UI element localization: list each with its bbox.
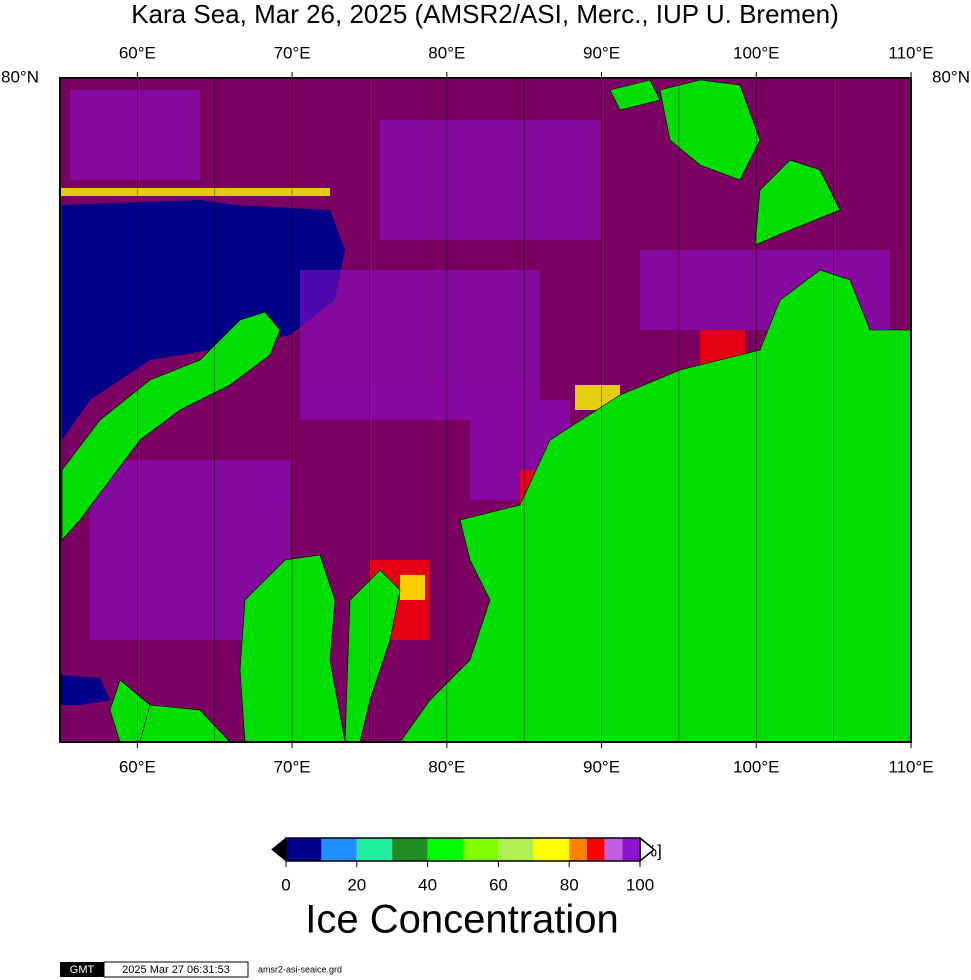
colorbar-segment	[604, 838, 623, 861]
colorbar-segment	[286, 838, 322, 861]
land	[61, 79, 912, 743]
colorbar-tick-label: 20	[347, 875, 366, 894]
colorbar-tick-label: 40	[418, 875, 437, 894]
gmt-logo-box	[60, 962, 104, 977]
colorbar-frame	[285, 837, 641, 862]
colorbar-min	[271, 836, 287, 863]
gmt-logo: GMT	[70, 964, 95, 976]
colorbar-tick-label: 0	[281, 875, 290, 894]
colorbar-segment	[392, 838, 428, 861]
colorbar-segment	[356, 838, 393, 861]
colorbar-title: Ice Concentration	[305, 898, 619, 942]
ice-texture	[70, 90, 890, 640]
map-frame	[59, 77, 912, 743]
ice-edge	[60, 188, 620, 600]
open-water	[62, 200, 345, 440]
lon-label: 110°E	[888, 757, 933, 776]
lon-label: 70°E	[274, 757, 311, 776]
lon-label: 60°E	[119, 757, 156, 776]
lon-label: 100°E	[733, 757, 780, 776]
colorbar-segment	[321, 838, 357, 861]
colorbar-segment	[622, 838, 640, 861]
colorbar-tick-label: 100	[626, 875, 654, 894]
colorbar-segment	[569, 838, 587, 861]
colorbar-segment	[533, 838, 570, 861]
timestamp: 2025 Mar 27 06:31:53	[122, 964, 230, 976]
colorbar-segment	[586, 838, 605, 861]
lon-label: 90°E	[583, 757, 620, 776]
lat-label: 80°N	[932, 67, 970, 86]
lon-label: 80°E	[428, 43, 465, 62]
lon-label: 90°E	[583, 43, 620, 62]
colorbar-segment	[498, 838, 534, 861]
colorbar-segment	[427, 838, 463, 861]
lon-label: 60°E	[119, 43, 156, 62]
lon-label: 80°E	[428, 757, 465, 776]
lat-label: 80°N	[1, 67, 39, 86]
lon-label: 70°E	[274, 43, 311, 62]
timestamp-box	[103, 961, 249, 978]
lon-label: 110°E	[888, 43, 933, 62]
filename: amsr2-asi-seaice.grd	[258, 964, 342, 974]
lon-label: 100°E	[733, 43, 780, 62]
colorbar-segment	[463, 838, 499, 861]
colorbar-tick-label: 80	[560, 875, 579, 894]
map-body	[60, 78, 912, 743]
open-water	[60, 675, 110, 705]
map-title: Kara Sea, Mar 26, 2025 (AMSR2/ASI, Merc.…	[131, 0, 839, 29]
colorbar-tick-label: 60	[489, 875, 508, 894]
